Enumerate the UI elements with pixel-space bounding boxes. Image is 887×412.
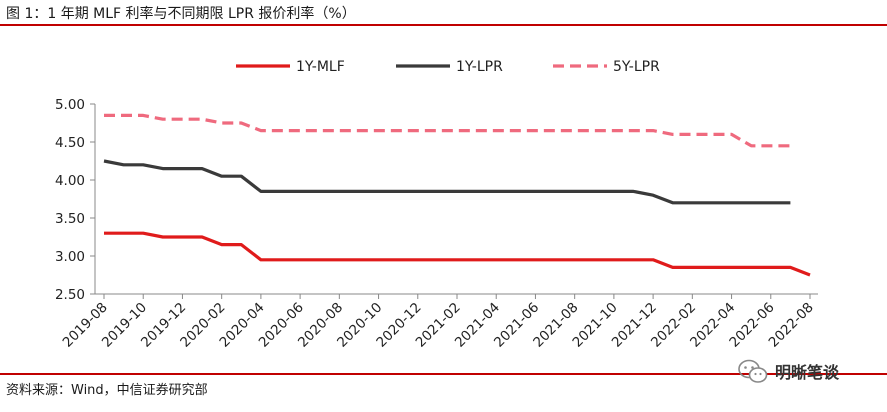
y-tick-label: 3.50 (55, 211, 85, 227)
line-chart: 1Y-MLF 1Y-LPR 5Y-LPR 5.00 4.50 4.00 3.50 3.00 2… (55, 59, 818, 351)
source-note: 资料来源：Wind，中信证券研究部 (6, 383, 208, 398)
watermark-text: 明晰笔谈 (775, 363, 840, 382)
series-line-5y-lpr (104, 113, 791, 148)
series-line-1y-mlf (104, 231, 811, 277)
series-lines (103, 113, 811, 277)
y-axis: 5.00 4.50 4.00 3.50 3.00 2.50 (55, 97, 96, 303)
y-tick-label: 4.50 (55, 135, 85, 151)
y-tick-label: 3.00 (55, 249, 85, 265)
bottom-rule (0, 373, 887, 375)
legend-label-5y-lpr: 5Y-LPR (613, 59, 660, 75)
top-rule (0, 24, 887, 26)
wechat-icon (738, 359, 768, 383)
watermark: 明晰笔谈 (737, 358, 839, 384)
y-tick-label: 5.00 (55, 97, 85, 113)
y-tick-label: 4.00 (55, 173, 85, 189)
figure-title: 图 1：1 年期 MLF 利率与不同期限 LPR 报价利率（%） (6, 6, 356, 22)
legend-label-1y-lpr: 1Y-LPR (456, 59, 503, 75)
x-axis: 2019-082019-102019-122020-022020-042020-… (60, 293, 818, 351)
legend-label-1y-mlf: 1Y-MLF (296, 59, 345, 75)
y-tick-label: 2.50 (55, 287, 85, 303)
series-line-1y-lpr (103, 159, 791, 205)
legend: 1Y-MLF 1Y-LPR 5Y-LPR (236, 59, 660, 75)
